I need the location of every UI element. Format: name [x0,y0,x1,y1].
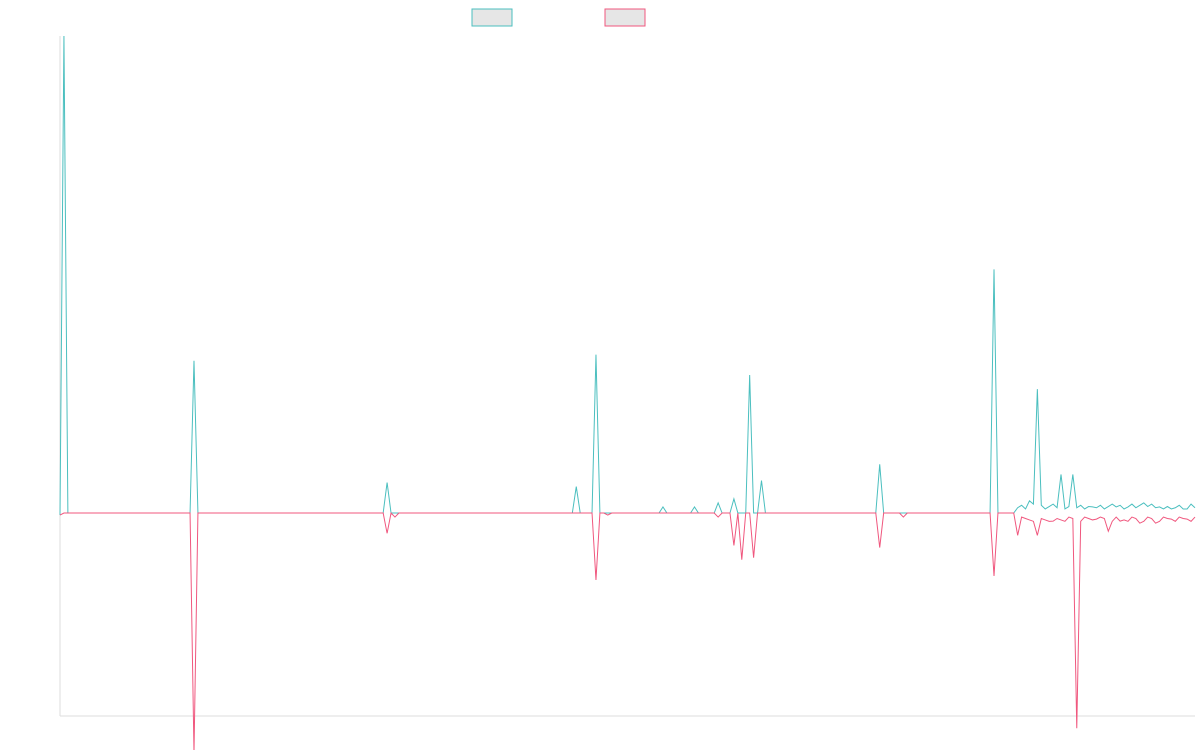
series-line-1 [59,35,1196,516]
legend-swatch-series-1[interactable] [471,8,513,27]
legend-swatch-series-2[interactable] [604,8,646,27]
series-line-2 [59,511,1196,750]
